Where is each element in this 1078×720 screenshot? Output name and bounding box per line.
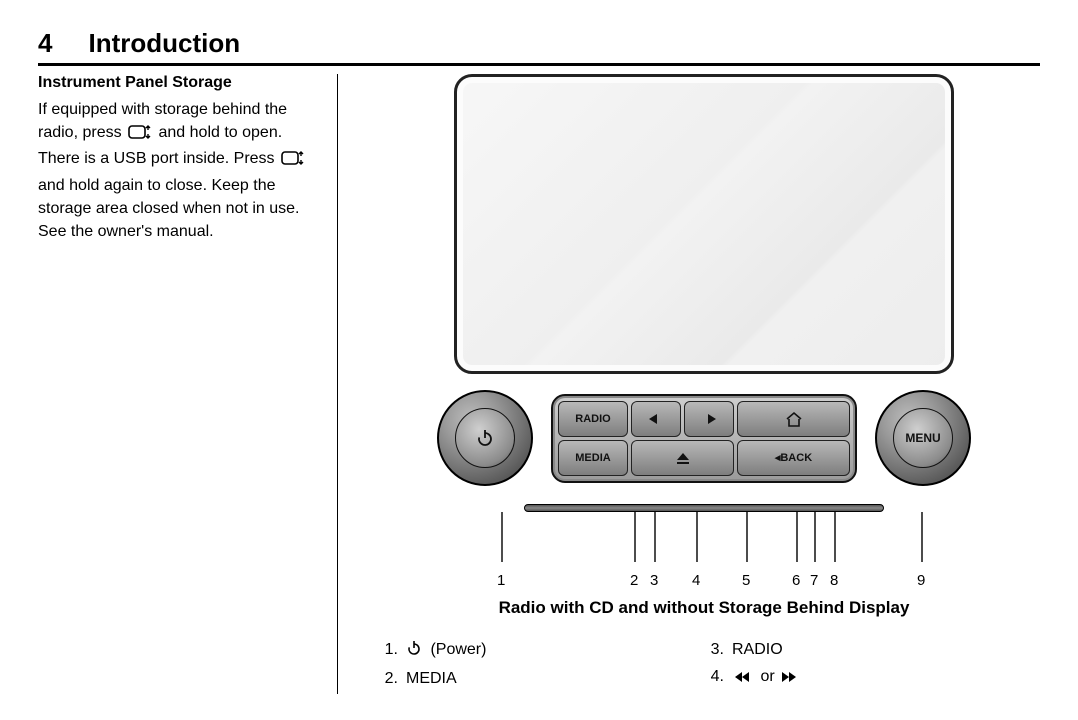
controls-row: RADIO MEDIA ◂BACK — [424, 390, 984, 486]
callout-num: 7 — [810, 572, 818, 589]
legend-col-1: 1. (Power) 2. MEDIA — [378, 636, 704, 692]
callout-num: 5 — [742, 572, 750, 589]
power-knob — [437, 390, 533, 486]
next-track-icon — [698, 413, 720, 425]
legend-label: (Power) — [430, 641, 486, 658]
page-number: 4 — [38, 28, 52, 59]
figure-caption: Radio with CD and without Storage Behind… — [424, 598, 984, 618]
left-column: Instrument Panel Storage If equipped wit… — [38, 74, 338, 694]
chapter-title: Introduction — [88, 28, 240, 59]
para-part-c: and hold again to close. Keep the storag… — [38, 177, 300, 240]
legend-item: 4. or — [704, 663, 1030, 692]
display-open-icon — [281, 150, 305, 173]
right-column: RADIO MEDIA ◂BACK — [338, 74, 1040, 694]
legend-number: 1. — [378, 636, 406, 665]
legend-label: MEDIA — [406, 665, 457, 692]
legend-item: 2. MEDIA — [378, 665, 704, 692]
menu-knob: MENU — [875, 390, 971, 486]
eject-icon — [675, 452, 691, 464]
legend-content: (Power) — [406, 636, 486, 665]
legend-label: RADIO — [732, 636, 783, 663]
legend-col-2: 3. RADIO 4. or — [704, 636, 1030, 692]
power-knob-face — [455, 408, 515, 468]
callout-num: 9 — [917, 572, 925, 589]
cd-slot — [524, 504, 884, 512]
home-icon — [784, 411, 804, 427]
legend-number: 2. — [378, 665, 406, 692]
callout-num: 3 — [650, 572, 658, 589]
prev-track-icon — [645, 413, 667, 425]
callout-num: 6 — [792, 572, 800, 589]
radio-screen — [454, 74, 954, 374]
page-header: 4 Introduction — [38, 28, 1040, 66]
legend-item: 1. (Power) — [378, 636, 704, 665]
next-track-icon — [779, 665, 799, 692]
button-cluster: RADIO MEDIA ◂BACK — [551, 394, 857, 483]
callout-lines — [424, 512, 984, 572]
prev-track-icon — [732, 665, 752, 692]
media-button: MEDIA — [558, 440, 628, 476]
body-paragraph: If equipped with storage behind the radi… — [38, 98, 317, 243]
legend-content: or — [732, 663, 803, 692]
callout-num: 2 — [630, 572, 638, 589]
menu-knob-face: MENU — [893, 408, 953, 468]
content-columns: Instrument Panel Storage If equipped wit… — [38, 74, 1040, 694]
power-icon — [475, 428, 495, 448]
callout-numbers: 1 2 3 4 5 6 7 8 9 — [424, 572, 984, 592]
callout-num: 1 — [497, 572, 505, 589]
eject-button — [631, 440, 734, 476]
seek-prev-button — [631, 401, 681, 437]
legend-mid: or — [760, 668, 779, 685]
home-button — [737, 401, 850, 437]
seek-next-button — [684, 401, 734, 437]
legend-item: 3. RADIO — [704, 636, 1030, 663]
legend-number: 4. — [704, 663, 732, 692]
legend: 1. (Power) 2. MEDIA 3. RADIO — [368, 636, 1040, 692]
callout-num: 8 — [830, 572, 838, 589]
legend-number: 3. — [704, 636, 732, 663]
radio-button: RADIO — [558, 401, 628, 437]
power-icon — [406, 638, 422, 665]
back-button: ◂BACK — [737, 440, 850, 476]
section-heading: Instrument Panel Storage — [38, 74, 317, 92]
radio-figure: RADIO MEDIA ◂BACK — [424, 74, 984, 618]
callout-num: 4 — [692, 572, 700, 589]
display-open-icon — [128, 124, 152, 147]
